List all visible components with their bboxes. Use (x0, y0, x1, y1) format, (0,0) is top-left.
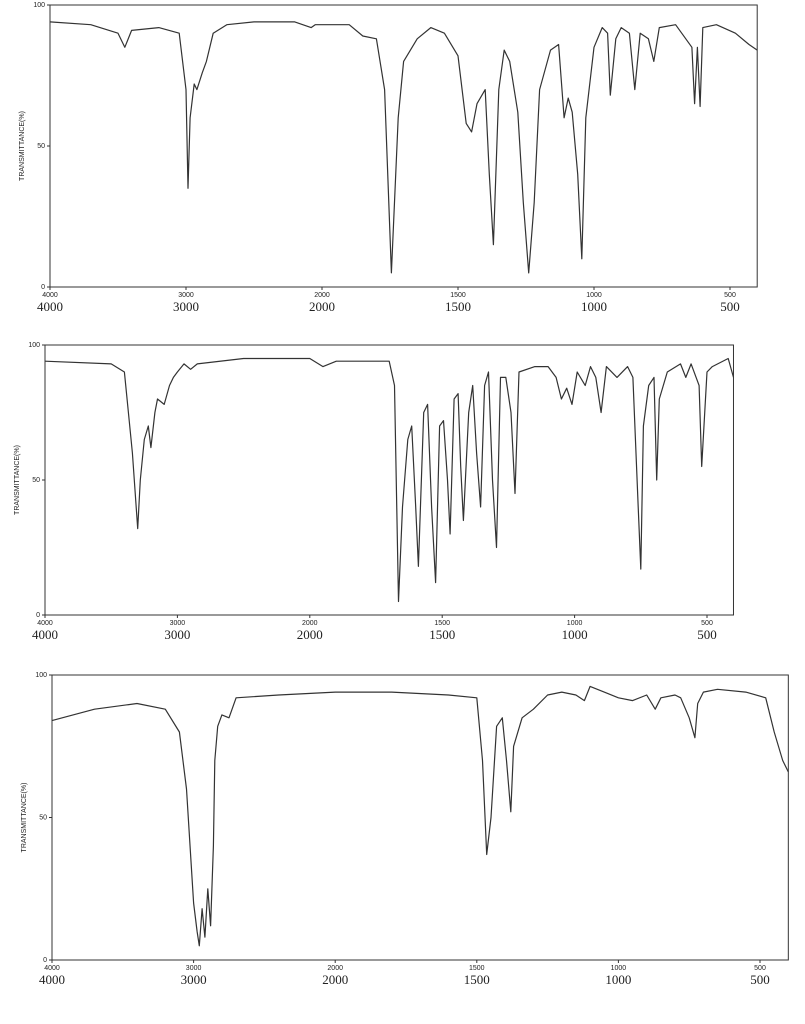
y-tick-label: 100 (33, 2, 45, 9)
y-tick-label: 50 (39, 814, 47, 821)
x-tick-label: 4000 (37, 299, 63, 314)
x-tick-label-small: 4000 (42, 292, 58, 299)
y-axis-label: TRANSMITTANCE(%) (14, 445, 21, 515)
x-tick-label-small: 1500 (434, 620, 450, 627)
y-tick-label: 100 (28, 342, 40, 349)
y-tick-label: 0 (41, 284, 45, 291)
x-tick-label: 3000 (181, 972, 207, 987)
y-tick-label: 50 (32, 477, 40, 484)
plot-frame (44, 344, 734, 616)
x-tick-label: 500 (720, 299, 740, 314)
y-axis-label: TRANSMITTANCE(%) (19, 111, 26, 181)
spectrum-line (51, 685, 789, 947)
x-tick-label-small: 1000 (567, 620, 583, 627)
x-tick-label: 4000 (32, 627, 58, 642)
plot-frame (51, 674, 789, 961)
x-tick-label: 500 (697, 627, 717, 642)
x-tick-label-small: 500 (701, 620, 713, 627)
x-tick-label-small: 1000 (611, 965, 627, 972)
x-tick-label: 3000 (173, 299, 199, 314)
y-tick-label: 100 (35, 672, 47, 679)
x-tick-label: 2000 (309, 299, 335, 314)
x-tick-label: 500 (750, 972, 770, 987)
x-tick-label: 1000 (581, 299, 607, 314)
x-tick-label-small: 1500 (450, 292, 466, 299)
x-tick-label: 4000 (39, 972, 65, 987)
x-tick-label: 1000 (562, 627, 588, 642)
x-tick-label-small: 3000 (178, 292, 194, 299)
y-tick-label: 50 (37, 143, 45, 150)
x-tick-label-small: 4000 (37, 620, 53, 627)
x-tick-label: 3000 (164, 627, 190, 642)
spectrum-line (44, 357, 735, 603)
y-tick-label: 0 (43, 957, 47, 964)
x-tick-label: 2000 (322, 972, 348, 987)
y-axis-label: TRANSMITTANCE(%) (21, 783, 28, 853)
x-tick-label-small: 500 (754, 965, 766, 972)
x-tick-label-small: 4000 (44, 965, 60, 972)
x-tick-label: 1500 (429, 627, 455, 642)
y-tick-label: 0 (36, 612, 40, 619)
x-tick-label-small: 1500 (469, 965, 485, 972)
x-tick-label-small: 2000 (302, 620, 318, 627)
x-tick-label-small: 3000 (170, 620, 186, 627)
x-tick-label-small: 2000 (327, 965, 343, 972)
plot-frame (49, 4, 758, 288)
x-tick-label-small: 500 (724, 292, 736, 299)
x-tick-label-small: 3000 (186, 965, 202, 972)
x-tick-label-small: 1000 (586, 292, 602, 299)
x-tick-label: 1500 (464, 972, 490, 987)
x-tick-label: 1000 (605, 972, 631, 987)
x-tick-label: 1500 (445, 299, 471, 314)
x-tick-label: 2000 (297, 627, 323, 642)
spectrum-line (49, 21, 758, 274)
x-tick-label-small: 2000 (314, 292, 330, 299)
